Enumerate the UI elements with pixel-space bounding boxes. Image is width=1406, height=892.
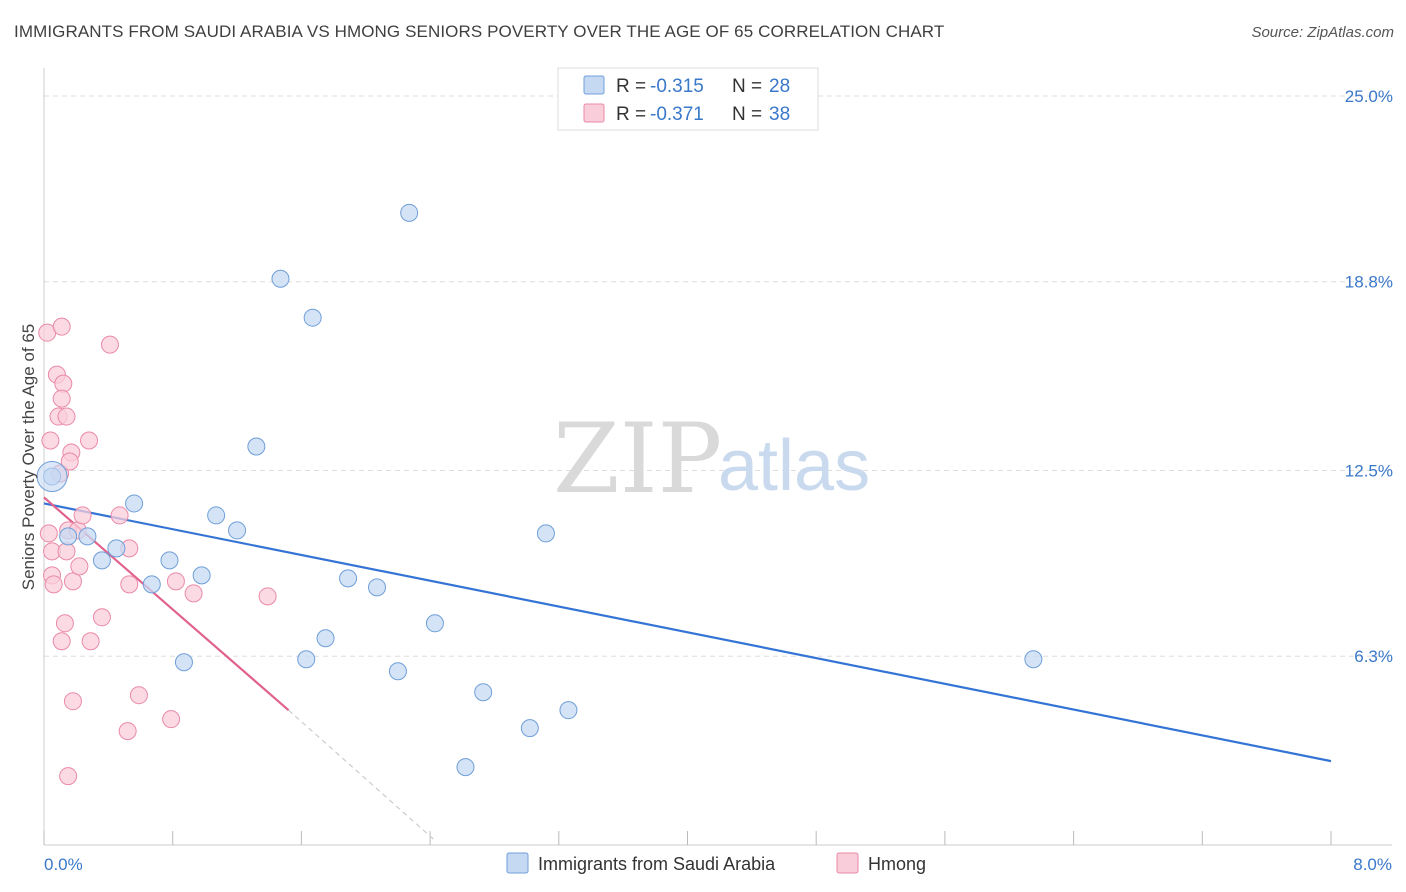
source-label: Source: ZipAtlas.com	[1251, 24, 1394, 41]
saudi-point	[174, 653, 193, 672]
watermark-zip: ZIP	[553, 403, 722, 515]
saudi-point	[474, 683, 493, 702]
legend-n-label-hmong: N =	[732, 104, 762, 125]
saudi-point	[339, 569, 358, 588]
y-tick-labels: 6.3% 12.5% 18.8% 25.0%	[1345, 87, 1393, 666]
hmong-point	[70, 557, 89, 576]
hmong-point	[39, 524, 58, 543]
hmong-point	[52, 389, 71, 408]
hmong-point	[162, 710, 181, 729]
saudi-point	[78, 527, 97, 546]
saudi-point	[520, 719, 539, 738]
hmong-point	[41, 431, 60, 450]
saudi-point	[228, 521, 247, 540]
bottom-legend-swatch-saudi	[506, 852, 529, 874]
legend-swatch-hmong	[583, 103, 605, 123]
saudi-point	[536, 524, 555, 543]
hmong-point	[52, 317, 71, 336]
legend-n-value-saudi: 28	[769, 76, 790, 97]
saudi-point	[125, 494, 144, 513]
axes	[43, 68, 1392, 846]
hmong-point	[184, 584, 203, 603]
x-tick-label: 8.0%	[1353, 855, 1392, 874]
hmong-point	[57, 407, 76, 426]
saudi-point	[192, 566, 211, 585]
hmong-point	[80, 431, 99, 450]
y-tick-label: 18.8%	[1345, 273, 1393, 292]
saudi-point	[107, 539, 126, 558]
hmong-point	[44, 575, 63, 594]
legend-r-label-saudi: R =	[616, 76, 646, 97]
hmong-point	[55, 614, 74, 633]
saudi-point	[160, 551, 179, 570]
saudi-point	[368, 578, 387, 597]
hmong-point	[63, 692, 82, 711]
hmong-point	[258, 587, 277, 606]
trend-lines	[43, 496, 1332, 840]
saudi-point-large	[36, 460, 68, 492]
saudi-point	[247, 437, 266, 456]
hmong-point	[120, 575, 139, 594]
hmong-point	[57, 542, 76, 561]
saudi-point	[271, 269, 290, 288]
saudi-point	[388, 662, 407, 681]
hmong-point	[92, 608, 111, 627]
y-tick-label: 12.5%	[1345, 461, 1393, 480]
saudi-point	[92, 551, 111, 570]
saudi-point	[59, 527, 78, 546]
y-axis-label: Seniors Poverty Over the Age of 65	[19, 324, 38, 590]
bottom-legend: Immigrants from Saudi Arabia Hmong	[506, 852, 926, 874]
hmong-point	[54, 374, 73, 393]
hmong-point	[59, 767, 78, 786]
saudi-point	[297, 650, 316, 669]
saudi-point	[400, 203, 419, 222]
hmong-point	[73, 506, 92, 525]
trend-line-saudi	[43, 502, 1332, 763]
legend-r-value-hmong: -0.371	[650, 104, 704, 125]
saudi-point	[559, 701, 578, 720]
chart-title: IMMIGRANTS FROM SAUDI ARABIA VS HMONG SE…	[14, 22, 945, 41]
watermark: ZIP atlas	[553, 403, 870, 515]
hmong-point	[100, 335, 119, 354]
saudi-point	[303, 308, 322, 327]
hmong-point	[118, 722, 137, 741]
legend-swatch-saudi	[583, 75, 605, 95]
legend-n-value-hmong: 38	[769, 104, 790, 125]
saudi-point	[316, 629, 335, 648]
scatter-points	[36, 203, 1043, 786]
legend: R = -0.315 N = 28 R = -0.371 N = 38	[557, 67, 819, 131]
saudi-point	[456, 758, 475, 777]
bottom-legend-label-hmong: Hmong	[868, 854, 926, 874]
hmong-point	[110, 506, 129, 525]
saudi-point	[1024, 650, 1043, 669]
hmong-point	[52, 632, 71, 651]
hmong-point	[81, 632, 100, 651]
hmong-point	[166, 572, 185, 591]
y-tick-label: 25.0%	[1345, 87, 1393, 106]
watermark-atlas: atlas	[718, 426, 870, 506]
saudi-point	[207, 506, 226, 525]
legend-n-label-saudi: N =	[732, 76, 762, 97]
saudi-point	[425, 614, 444, 633]
x-tick-labels: 0.0% 8.0%	[44, 855, 1392, 874]
gridlines	[44, 95, 1392, 657]
hmong-point	[60, 452, 79, 471]
trend-line-hmong-extension	[288, 709, 434, 840]
legend-r-label-hmong: R =	[616, 104, 646, 125]
bottom-legend-swatch-hmong	[836, 852, 859, 874]
bottom-legend-label-saudi: Immigrants from Saudi Arabia	[538, 854, 776, 874]
y-tick-label: 6.3%	[1354, 647, 1393, 666]
x-tick-label: 0.0%	[44, 855, 83, 874]
saudi-point	[142, 575, 161, 594]
legend-r-value-saudi: -0.315	[650, 76, 704, 97]
hmong-point	[129, 686, 148, 705]
hmong-point	[63, 572, 82, 591]
